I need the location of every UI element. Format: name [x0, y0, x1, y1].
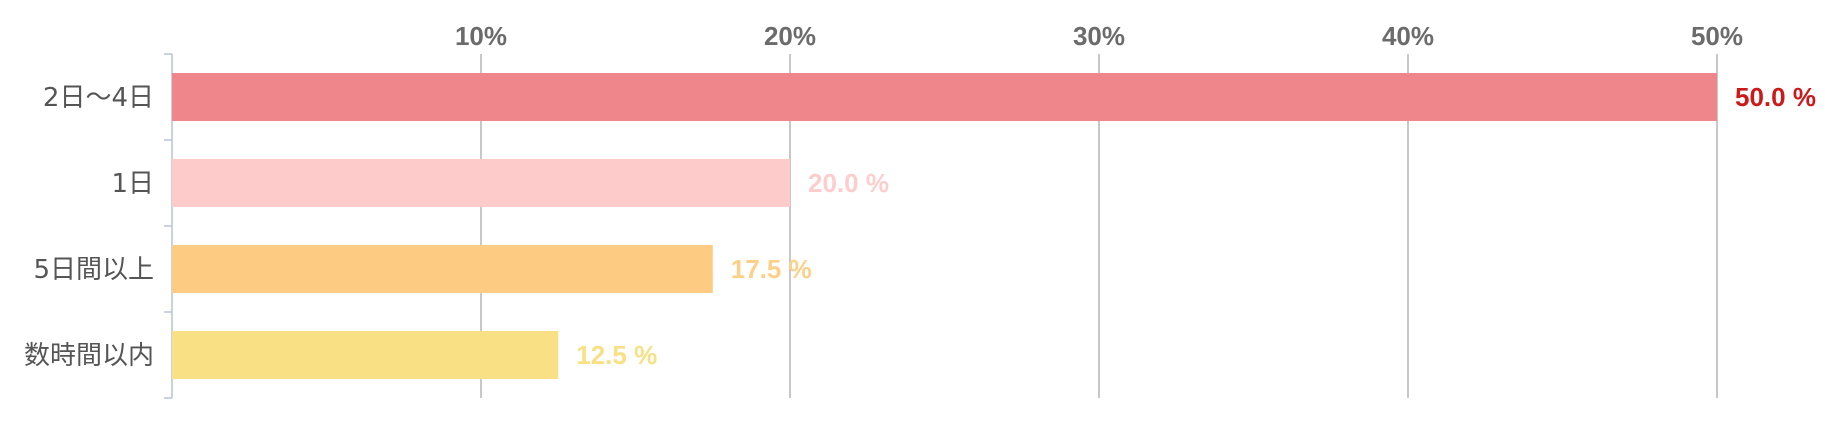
- data-label: 20.0 %: [808, 168, 889, 198]
- y-axis: [164, 53, 173, 399]
- data-label: 17.5 %: [731, 254, 812, 284]
- category-label: 5日間以上: [33, 255, 154, 285]
- bars: [172, 73, 1717, 379]
- category-label: 数時間以内: [24, 341, 154, 371]
- x-tick-label: 20%: [764, 21, 816, 51]
- bar: [172, 73, 1717, 121]
- category-label: 1日: [111, 169, 154, 199]
- x-tick-label: 40%: [1382, 21, 1434, 51]
- category-label: 2日〜4日: [43, 83, 154, 113]
- bar: [172, 331, 559, 379]
- x-tick-label: 50%: [1691, 21, 1743, 51]
- x-tick-label: 10%: [455, 21, 507, 51]
- x-tick-label: 30%: [1073, 21, 1125, 51]
- data-label: 12.5 %: [576, 340, 657, 370]
- bar: [172, 159, 790, 207]
- bar: [172, 245, 713, 293]
- data-label: 50.0 %: [1735, 82, 1816, 112]
- labels: 10% 20% 30% 40% 50% 2日〜4日 50.0 % 1日 20.0 % 5日間以上 1…: [24, 21, 1816, 371]
